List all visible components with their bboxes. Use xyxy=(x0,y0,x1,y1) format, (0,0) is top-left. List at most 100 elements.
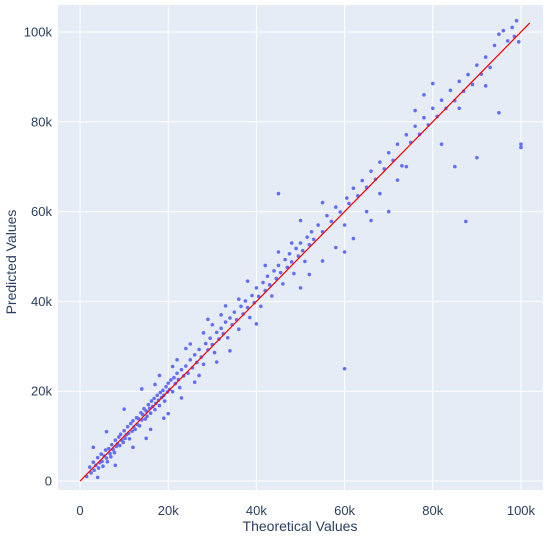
data-point xyxy=(470,82,475,87)
data-point xyxy=(347,201,351,206)
data-point xyxy=(225,335,230,340)
data-point xyxy=(252,300,257,305)
data-point xyxy=(214,360,219,364)
data-point xyxy=(166,411,171,416)
data-point xyxy=(143,417,148,421)
data-point xyxy=(236,327,241,332)
x-tick-label: 100k xyxy=(507,503,536,518)
data-point xyxy=(122,407,126,411)
data-point xyxy=(289,241,294,245)
data-point xyxy=(309,229,314,234)
data-point xyxy=(152,396,156,401)
data-point xyxy=(516,40,521,44)
data-point xyxy=(333,205,338,209)
data-point xyxy=(212,350,217,355)
data-point xyxy=(519,145,523,150)
data-point xyxy=(219,313,223,317)
data-point xyxy=(364,209,369,214)
data-point xyxy=(404,132,409,137)
data-point xyxy=(296,254,301,258)
data-point xyxy=(413,124,417,129)
data-point xyxy=(338,210,342,214)
data-point xyxy=(325,213,329,218)
data-point xyxy=(501,28,506,33)
data-point xyxy=(316,223,320,227)
data-point xyxy=(232,310,237,314)
data-point xyxy=(158,390,163,395)
data-point xyxy=(303,259,307,264)
data-point xyxy=(206,348,210,352)
data-point xyxy=(298,241,303,245)
data-point xyxy=(228,348,232,353)
data-point xyxy=(386,150,391,155)
data-point xyxy=(492,43,497,48)
data-point xyxy=(497,110,501,115)
plot-background xyxy=(58,5,543,490)
data-point xyxy=(305,235,309,239)
data-point xyxy=(156,398,161,402)
data-point xyxy=(118,432,123,437)
data-point xyxy=(214,330,219,335)
data-point xyxy=(123,436,127,441)
data-point xyxy=(497,32,501,36)
data-point xyxy=(155,393,160,398)
data-point xyxy=(483,84,488,88)
data-point xyxy=(259,304,263,309)
data-point xyxy=(417,132,422,137)
data-point xyxy=(91,445,96,450)
data-point xyxy=(170,389,175,394)
data-point xyxy=(430,81,435,86)
data-point xyxy=(256,294,261,299)
data-point xyxy=(435,114,439,119)
data-point xyxy=(170,364,175,369)
data-point xyxy=(103,448,108,452)
y-axis-title: Predicted Values xyxy=(3,210,19,315)
data-point xyxy=(128,421,133,426)
data-point xyxy=(448,88,453,93)
x-axis-title: Theoretical Values xyxy=(243,518,358,534)
data-point xyxy=(457,106,462,111)
data-point xyxy=(342,250,347,254)
data-point xyxy=(475,155,479,160)
data-point xyxy=(153,382,157,387)
data-point xyxy=(101,464,105,468)
data-point xyxy=(206,317,210,322)
diagonal-reference-line xyxy=(79,22,531,482)
data-point xyxy=(307,272,312,277)
data-point xyxy=(245,305,250,310)
data-point xyxy=(177,385,182,390)
data-point xyxy=(108,451,112,456)
data-point xyxy=(192,380,197,385)
data-point xyxy=(95,475,100,480)
data-point xyxy=(294,246,298,251)
data-point xyxy=(505,39,510,43)
data-point xyxy=(466,72,470,77)
data-point xyxy=(106,446,111,451)
data-point xyxy=(179,367,184,372)
y-tick-label: 80k xyxy=(31,114,52,129)
data-point xyxy=(360,178,365,183)
data-point xyxy=(131,445,135,450)
data-point xyxy=(197,373,201,378)
data-point xyxy=(201,362,206,367)
data-point xyxy=(283,257,287,262)
data-point xyxy=(369,169,373,173)
data-point xyxy=(270,294,274,298)
data-point xyxy=(342,223,347,227)
data-point xyxy=(292,271,296,276)
data-point xyxy=(148,411,153,416)
data-point xyxy=(351,236,356,241)
data-point xyxy=(329,219,334,224)
data-point xyxy=(140,412,145,417)
data-point xyxy=(439,142,444,147)
data-point xyxy=(236,297,241,301)
data-point xyxy=(475,63,479,67)
data-point xyxy=(254,322,259,326)
y-tick-label: 40k xyxy=(31,294,52,309)
x-tick-labels: 0 20k 40k 60k 80k 100k xyxy=(76,503,535,518)
data-point xyxy=(161,388,165,393)
data-point xyxy=(254,286,259,290)
data-point xyxy=(386,209,391,214)
data-point xyxy=(320,259,325,263)
